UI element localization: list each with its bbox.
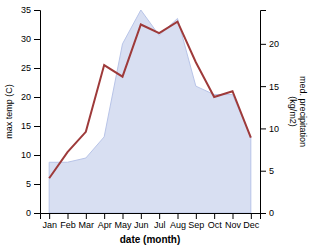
tick-label: 25	[21, 63, 31, 73]
tick-label: Jun	[134, 220, 149, 230]
tick-mark	[34, 97, 40, 98]
tick-mark	[159, 213, 160, 219]
tick-mark	[233, 213, 234, 219]
tick-mark	[260, 86, 266, 87]
tick: Mar	[79, 213, 95, 230]
x-label: date (month)	[120, 234, 181, 245]
tick: Aug	[170, 213, 186, 230]
tick: 10	[260, 124, 279, 134]
tick: Jun	[134, 213, 149, 230]
y2-label-line: (kg/m2)	[288, 96, 298, 127]
axis-line	[261, 11, 267, 214]
tick: 0	[260, 208, 274, 218]
tick-label: May	[114, 220, 132, 230]
tick-mark	[260, 128, 266, 129]
tick: 20	[260, 39, 279, 49]
tick-label: Oct	[208, 220, 223, 230]
temp-line	[49, 22, 251, 179]
y-label: max temp (C)	[4, 84, 14, 139]
tick-mark	[196, 213, 197, 219]
tick-mark	[34, 184, 40, 185]
tick: 10	[21, 150, 40, 160]
tick: 5	[260, 166, 274, 176]
tick-mark	[34, 213, 40, 214]
tick: 30	[21, 34, 40, 44]
tick: Jul	[154, 213, 166, 230]
tick: May	[114, 213, 132, 230]
tick-mark	[260, 213, 266, 214]
axis-line	[34, 11, 41, 214]
tick-mark	[178, 213, 179, 219]
tick-label: 10	[269, 124, 279, 134]
tick-label: Mar	[79, 220, 95, 230]
tick-mark	[251, 213, 252, 219]
tick-label: Sep	[188, 220, 204, 230]
tick-mark	[68, 213, 69, 219]
tick-label: Nov	[225, 220, 242, 230]
y2-axis: 0 5 10 15 20	[260, 11, 279, 219]
tick-label: 5	[26, 179, 31, 189]
tick: Sep	[188, 213, 204, 230]
y2-label: med. precipitation(kg/m2)	[288, 76, 308, 147]
x-axis: JanFebMarAprMayJun Jul AugSep OctNovDec	[41, 213, 261, 230]
tick: Nov	[225, 213, 242, 230]
y2-label-line: med. precipitation	[298, 76, 308, 147]
y-axis: 0 5 10 15 20 25 30 35	[21, 5, 41, 218]
tick-mark	[260, 171, 266, 172]
tick-label: 15	[21, 121, 31, 131]
tick: Apr	[98, 213, 112, 230]
tick: 25	[21, 63, 40, 73]
tick: Oct	[208, 213, 223, 230]
tick-mark	[214, 213, 215, 219]
tick: 15	[260, 82, 279, 92]
tick-mark	[34, 155, 40, 156]
tick: 15	[21, 121, 40, 131]
plot: JanFebMarAprMayJun Jul AugSep OctNovDec 0 5 10…	[21, 5, 279, 230]
tick-label: 35	[21, 5, 31, 15]
tick-label: Jan	[42, 220, 57, 230]
tick-label: 0	[26, 208, 31, 218]
tick-label: 10	[21, 150, 31, 160]
tick-mark	[86, 213, 87, 219]
tick-mark	[49, 213, 50, 219]
tick-label: 20	[21, 92, 31, 102]
tick: 20	[21, 92, 40, 102]
tick-label: 20	[269, 39, 279, 49]
tick: 0	[26, 208, 40, 218]
tick-mark	[34, 39, 40, 40]
tick: 35	[21, 5, 40, 15]
tick: Feb	[60, 213, 76, 230]
tick-mark	[104, 213, 105, 219]
tick-mark	[34, 126, 40, 127]
marks	[49, 10, 251, 213]
precip-area	[49, 10, 251, 213]
tick-label: Dec	[243, 220, 260, 230]
tick-mark	[34, 68, 40, 69]
tick-label: 0	[269, 208, 274, 218]
tick-label: Jul	[154, 220, 166, 230]
tick-label: Apr	[98, 220, 112, 230]
tick-label: Feb	[60, 220, 76, 230]
tick-mark	[141, 213, 142, 219]
tick-mark	[123, 213, 124, 219]
tick-mark	[260, 44, 266, 45]
tick: Jan	[42, 213, 57, 230]
tick: 5	[26, 179, 40, 189]
tick: Dec	[243, 213, 260, 230]
tick-label: 15	[269, 82, 279, 92]
chart: JanFebMarAprMayJun Jul AugSep OctNovDec 0 5 10…	[0, 0, 318, 247]
tick-label: 5	[269, 166, 274, 176]
tick-label: 30	[21, 34, 31, 44]
axis-line	[41, 214, 261, 220]
tick-mark	[34, 10, 40, 11]
tick-label: Aug	[170, 220, 186, 230]
